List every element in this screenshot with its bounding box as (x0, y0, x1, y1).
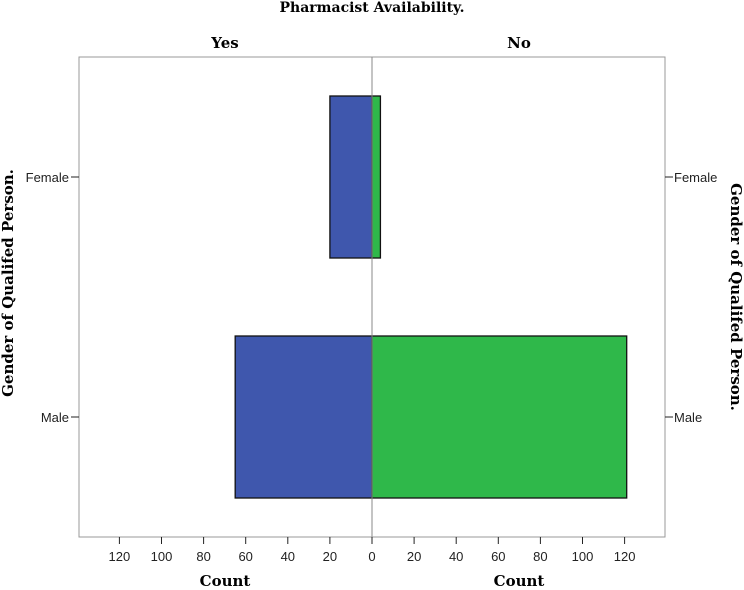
x-tick-label-left-60: 60 (238, 549, 252, 564)
panel-label-no: No (507, 34, 531, 52)
y-axis-label-right: Gender of Qualifed Person. (727, 183, 744, 411)
bar-no-female (371, 95, 382, 259)
x-axis-label-left: Count (200, 572, 251, 590)
x-tick-label-right-80: 80 (533, 549, 547, 564)
x-tick-label-right-40: 40 (449, 549, 463, 564)
x-tick-label-left-20: 20 (323, 549, 337, 564)
x-tick-label-left-120: 120 (109, 549, 131, 564)
x-tick-label-left-40: 40 (281, 549, 295, 564)
y-tick-label-left-male: Male (41, 410, 69, 425)
bar-yes-male (234, 335, 373, 499)
x-tick-label-left-100: 100 (151, 549, 173, 564)
y-tick-label-right-female: Female (674, 170, 717, 185)
x-tick-label-left-0: 0 (368, 549, 375, 564)
bar-yes-female (329, 95, 373, 259)
x-axis-label-right: Count (494, 572, 545, 590)
panel-label-yes: Yes (210, 34, 238, 52)
x-tick-label-left-80: 80 (196, 549, 210, 564)
x-tick-label-right-60: 60 (491, 549, 505, 564)
x-tick-label-right-120: 120 (614, 549, 636, 564)
x-tick-label-right-100: 100 (572, 549, 594, 564)
chart-title: Pharmacist Availability. (280, 0, 465, 16)
bars-group (234, 95, 628, 499)
y-tick-label-right-male: Male (674, 410, 702, 425)
x-tick-label-right-20: 20 (407, 549, 421, 564)
y-tick-label-left-female: Female (26, 170, 69, 185)
ticks-group: Female Female Male Male 0 20 40 60 80 100 120 20 40 6… (26, 170, 718, 564)
y-axis-label-left: Gender of Qualifed Person. (0, 169, 17, 397)
bar-no-male (371, 335, 628, 499)
